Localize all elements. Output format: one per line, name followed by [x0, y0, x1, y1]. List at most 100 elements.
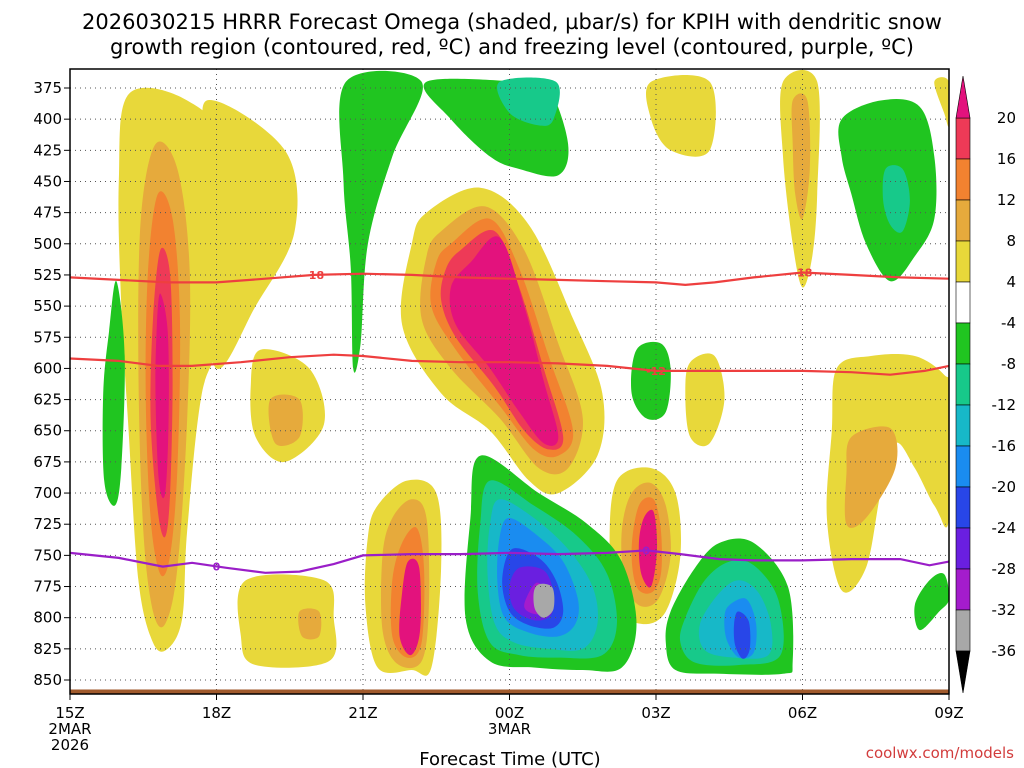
x-tick-label-00Z-0: 00Z: [495, 704, 524, 722]
omega-fill-downdraft-0400z-level--20: [733, 611, 751, 659]
omega-fill-green-upper-right-level--8: [882, 165, 910, 233]
terrain-band: [70, 689, 949, 694]
omega-region-corner-right-yellow: [934, 77, 949, 127]
y-tick-label-550: 550: [33, 297, 62, 315]
colorbar-label--32: -32: [992, 601, 1017, 619]
omega-fill-downdraft-0000z-level--32: [533, 583, 555, 618]
omega-region-green-1520z: [102, 280, 125, 506]
omega-fill-green-upper-0000z-level--8: [497, 77, 560, 126]
colorbar-bin--16to-12: [955, 404, 971, 447]
y-tick-label-575: 575: [33, 328, 62, 346]
omega-region-updraft-0200z: [609, 467, 681, 625]
colorbar-bin--28to-24: [955, 527, 971, 570]
omega-region-far-right-yellow: [934, 381, 949, 528]
omega-fill-updraft-2130z-level-20: [399, 558, 421, 656]
omega-fill-green-1520z-level--4: [102, 280, 125, 506]
dgz-contour--18-label-1: -18: [793, 266, 813, 279]
colorbar-bin--12to-8: [955, 363, 971, 406]
x-tick-label-09Z-0: 09Z: [934, 704, 963, 722]
omega-fill-lower-left-yellow-level-4: [237, 574, 337, 668]
omega-fill-green-column-21z-level--4: [339, 70, 423, 373]
credit-text: coolwx.com/models: [866, 744, 1014, 762]
colorbar-bin--24to-20: [955, 486, 971, 529]
omega-fill-updraft-0200z-level-20: [638, 509, 658, 588]
y-tick-label-825: 825: [33, 640, 62, 658]
y-tick-label-400: 400: [33, 110, 62, 128]
y-tick-label-800: 800: [33, 609, 62, 627]
y-tick-label-525: 525: [33, 266, 62, 284]
y-tick-label-675: 675: [33, 453, 62, 471]
omega-fill-green-blob-0200z-level--4: [631, 341, 671, 420]
omega-fill-right-mid-yellow-level-4: [826, 354, 949, 593]
omega-region-upper-left-yellow: [201, 99, 298, 369]
colorbar-bin--8to-4: [955, 322, 971, 365]
omega-fill-mid-left-orange-level-8: [268, 394, 303, 446]
freezing-level-contour-line: [69, 549, 950, 574]
colorbar-label--20: -20: [992, 478, 1017, 496]
y-tick-label-650: 650: [33, 422, 62, 440]
omega-region-yellow-0330z: [685, 353, 725, 447]
dgz-contour--12-line: [69, 353, 950, 376]
y-tick-label-850: 850: [33, 671, 62, 689]
dgz-contour--18-label-0: -18: [304, 269, 324, 282]
colorbar-label-20: 20: [997, 109, 1016, 127]
title-line-1: 2026030215 HRRR Forecast Omega (shaded, …: [82, 10, 942, 34]
colorbar-label-4: 4: [1006, 273, 1016, 291]
colorbar-label--12: -12: [992, 396, 1017, 414]
gridlines: [70, 69, 949, 694]
colorbar-label--36: -36: [992, 642, 1017, 660]
x-tick-label-03Z-0: 03Z: [641, 704, 670, 722]
omega-region-green-upper-right: [838, 99, 937, 282]
colorbar-label--4: -4: [1001, 314, 1016, 332]
y-tick-label-375: 375: [33, 79, 62, 97]
colorbar-bin-12to16: [955, 158, 971, 201]
title-line-2: growth region (contoured, red, ºC) and f…: [110, 35, 914, 59]
x-axis-label: Forecast Time (UTC): [419, 749, 600, 768]
y-tick-label-725: 725: [33, 515, 62, 533]
y-tick-label-600: 600: [33, 359, 62, 377]
omega-fill-yellow-0330z-level-4: [685, 353, 725, 447]
omega-region-green-upper-0000z: [423, 77, 569, 177]
colorbar-bin--20to-16: [955, 445, 971, 488]
x-tick-label-15Z-0: 15Z: [55, 704, 84, 722]
omega-region-mid-left-orange: [268, 394, 303, 446]
y-tick-label-700: 700: [33, 484, 62, 502]
y-tick-label-425: 425: [33, 141, 62, 159]
x-tick-label-21Z-0: 21Z: [348, 704, 377, 722]
omega-region-upper-mid-yellow: [645, 74, 716, 157]
colorbar-label-8: 8: [1006, 232, 1016, 250]
x-tick-label-18Z-0: 18Z: [202, 704, 231, 722]
omega-region-downdraft-0000z: [464, 455, 637, 672]
colorbar-label--24: -24: [992, 519, 1017, 537]
x-tick-label-06Z-0: 06Z: [788, 704, 817, 722]
x-tick-label-00Z-1: 3MAR: [488, 720, 531, 738]
y-axis: 375 400 425 450 475 500 525 550 575 600 625 650 675 7…: [33, 79, 70, 689]
terrain-fill: [70, 689, 949, 694]
omega-region-early-updraft-column: [118, 87, 228, 652]
colorbar: 20 16 12 8 4 -4 -8 -12 -16 -20 -24 -28 -32 -36: [955, 75, 1017, 694]
omega-fill-lower-left-yellow-level-8: [298, 608, 322, 640]
colorbar-label-12: 12: [997, 191, 1016, 209]
omega-fill-main-updraft-level-20: [449, 236, 559, 446]
omega-region-green-column-21z: [339, 70, 423, 373]
colorbar-label-16: 16: [997, 150, 1016, 168]
omega-shading: [102, 69, 949, 676]
omega-fill-upper-left-yellow-level-4: [201, 99, 298, 369]
omega-region-right-mid-yellow: [826, 354, 949, 593]
colorbar-label--8: -8: [1001, 355, 1016, 373]
omega-fill-green-right-edge-level--4: [914, 572, 949, 631]
colorbar-bin--36to-32: [955, 609, 971, 652]
colorbar-label--28: -28: [992, 560, 1017, 578]
colorbar-label--16: -16: [992, 437, 1017, 455]
colorbar-over-triangle: [955, 75, 971, 119]
omega-fill-right-mid-yellow-level-8: [844, 426, 898, 528]
colorbar-under-triangle: [955, 650, 971, 694]
colorbar-bin--4to4: [955, 281, 971, 324]
omega-region-green-right-edge: [914, 572, 949, 631]
omega-fill-corner-right-yellow-level-4: [934, 77, 949, 127]
x-tick-label-15Z-2: 2026: [51, 736, 89, 754]
